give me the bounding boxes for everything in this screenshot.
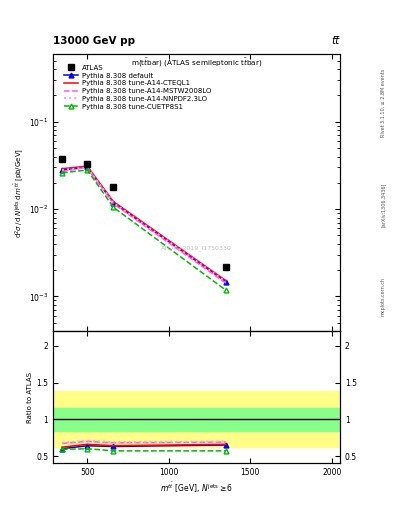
Line: Pythia 8.308 tune-CUETP8S1: Pythia 8.308 tune-CUETP8S1	[60, 167, 228, 293]
Pythia 8.308 tune-CUETP8S1	[60, 170, 64, 176]
Pythia 8.308 tune-A14-CTEQL1	[111, 199, 116, 205]
Y-axis label: $\mathrm{d}^2\sigma\,/\,\mathrm{d}\,N^\mathrm{jets}\,\mathrm{d}\,m^{t\bar{t}}$ [: $\mathrm{d}^2\sigma\,/\,\mathrm{d}\,N^\m…	[13, 147, 26, 238]
Pythia 8.308 tune-A14-NNPDF2.3LO	[60, 167, 64, 173]
Bar	[53, 391, 340, 447]
X-axis label: $m^{t\bar{t}}$ [GeV], $N^\mathrm{jets} \geq 6$: $m^{t\bar{t}}$ [GeV], $N^\mathrm{jets} \…	[160, 480, 233, 495]
Pythia 8.308 tune-A14-CTEQL1	[85, 163, 90, 169]
Pythia 8.308 tune-CUETP8S1	[85, 167, 90, 173]
Text: [arXiv:1306.3436]: [arXiv:1306.3436]	[381, 183, 386, 227]
Bar	[53, 408, 340, 431]
Pythia 8.308 tune-A14-MSTW2008LO	[60, 168, 64, 175]
Line: Pythia 8.308 tune-A14-MSTW2008LO: Pythia 8.308 tune-A14-MSTW2008LO	[62, 167, 226, 283]
Line: Pythia 8.308 tune-A14-CTEQL1: Pythia 8.308 tune-A14-CTEQL1	[62, 166, 226, 281]
Text: mcplots.cern.ch: mcplots.cern.ch	[381, 278, 386, 316]
Pythia 8.308 tune-A14-MSTW2008LO	[111, 201, 116, 207]
Text: 13000 GeV pp: 13000 GeV pp	[53, 36, 135, 46]
Pythia 8.308 default	[60, 167, 64, 173]
Pythia 8.308 default	[85, 164, 90, 170]
Line: ATLAS: ATLAS	[59, 157, 229, 269]
Pythia 8.308 tune-CUETP8S1	[224, 287, 228, 293]
ATLAS	[111, 184, 116, 190]
Text: m(t$\bar{t}$bar) (ATLAS semileptonic t$\bar{t}$bar): m(t$\bar{t}$bar) (ATLAS semileptonic t$\…	[131, 56, 262, 69]
Pythia 8.308 tune-A14-MSTW2008LO	[85, 164, 90, 170]
ATLAS	[224, 264, 228, 270]
Pythia 8.308 tune-A14-MSTW2008LO	[224, 280, 228, 286]
Pythia 8.308 tune-A14-NNPDF2.3LO	[224, 279, 228, 285]
Pythia 8.308 default	[111, 200, 116, 206]
Pythia 8.308 tune-CUETP8S1	[111, 204, 116, 210]
Pythia 8.308 tune-A14-NNPDF2.3LO	[85, 164, 90, 170]
Legend: ATLAS, Pythia 8.308 default, Pythia 8.308 tune-A14-CTEQL1, Pythia 8.308 tune-A14: ATLAS, Pythia 8.308 default, Pythia 8.30…	[62, 63, 213, 112]
Line: Pythia 8.308 tune-A14-NNPDF2.3LO: Pythia 8.308 tune-A14-NNPDF2.3LO	[62, 167, 226, 282]
Pythia 8.308 tune-A14-CTEQL1	[224, 278, 228, 284]
ATLAS	[60, 156, 64, 162]
Text: tt̅: tt̅	[332, 36, 340, 46]
Pythia 8.308 tune-A14-NNPDF2.3LO	[111, 200, 116, 206]
ATLAS	[85, 161, 90, 167]
Text: Rivet 3.1.10, ≥ 2.8M events: Rivet 3.1.10, ≥ 2.8M events	[381, 68, 386, 137]
Line: Pythia 8.308 default: Pythia 8.308 default	[60, 165, 228, 284]
Pythia 8.308 tune-A14-CTEQL1	[60, 166, 64, 172]
Y-axis label: Ratio to ATLAS: Ratio to ATLAS	[27, 372, 33, 423]
Text: ATLAS_2019_I1750330: ATLAS_2019_I1750330	[161, 245, 232, 251]
Pythia 8.308 default	[224, 279, 228, 285]
